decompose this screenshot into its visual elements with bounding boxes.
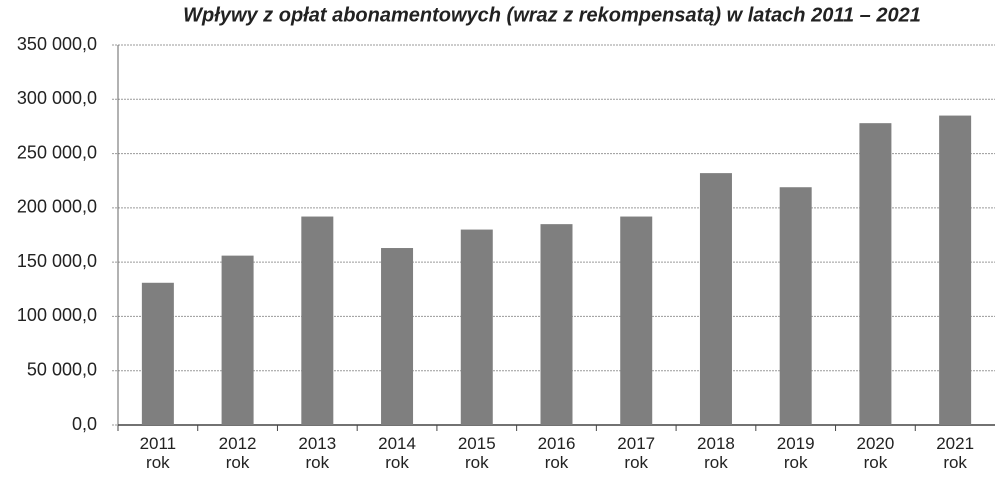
- bar: [460, 229, 493, 425]
- bar: [779, 187, 812, 425]
- x-tick-label: 2021 rok: [936, 434, 975, 472]
- bar: [540, 224, 573, 425]
- chart-title: Wpływy z opłat abonamentowych (wraz z re…: [183, 4, 921, 26]
- bar: [141, 282, 174, 425]
- x-tick-label: 2016 rok: [537, 434, 576, 472]
- bar: [301, 216, 334, 425]
- x-tick-label: 2013 rok: [298, 434, 337, 472]
- y-tick-label: 100 000,0: [17, 305, 97, 325]
- y-tick-label: 350 000,0: [17, 34, 97, 54]
- x-tick-label: 2011 rok: [139, 434, 177, 472]
- bar: [620, 216, 653, 425]
- x-tick-label: 2015 rok: [457, 434, 496, 472]
- bar: [221, 255, 254, 425]
- x-tick-label: 2018 rok: [697, 434, 735, 472]
- x-tick-label: 2020 rok: [856, 434, 895, 472]
- x-tick-label: 2019 rok: [776, 434, 815, 472]
- y-tick-label: 200 000,0: [17, 197, 97, 217]
- y-tick-label: 0,0: [72, 414, 97, 434]
- x-tick-label: 2012 rok: [218, 434, 257, 472]
- bar: [381, 248, 414, 425]
- bar: [699, 173, 732, 425]
- x-tick-label: 2014 rok: [378, 434, 416, 472]
- y-tick-label: 300 000,0: [17, 88, 97, 108]
- x-tick-label: 2017 rok: [617, 434, 656, 472]
- bar: [939, 115, 972, 426]
- y-tick-label: 250 000,0: [17, 142, 97, 162]
- y-tick-label: 150 000,0: [17, 251, 97, 271]
- bar: [859, 123, 892, 426]
- y-tick-label: 50 000,0: [27, 359, 97, 379]
